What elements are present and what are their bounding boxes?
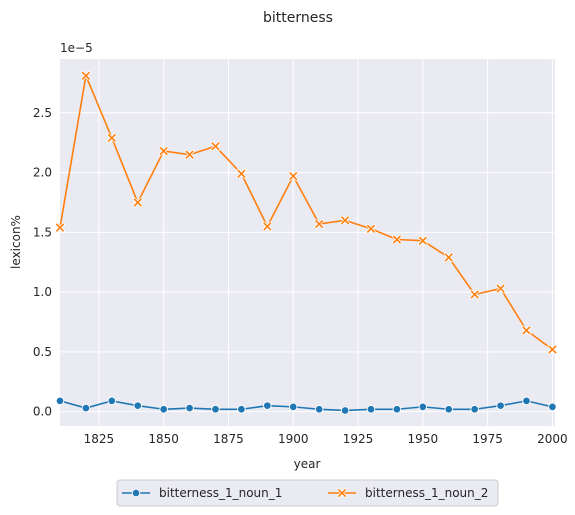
data-point [107, 396, 117, 406]
data-point [263, 401, 272, 410]
data-point [55, 396, 65, 406]
data-point [81, 403, 91, 413]
legend-box [116, 479, 499, 507]
x-axis-ticks: 1825 1850 1875 1900 1925 1950 1975 2000 [84, 432, 568, 446]
data-point [392, 405, 402, 414]
x-tick-label: 1850 [148, 432, 179, 446]
x-tick-label: 1925 [343, 432, 374, 446]
data-point [366, 405, 376, 414]
data-point-stroke [522, 326, 531, 335]
data-point [495, 283, 506, 294]
data-point [55, 222, 65, 233]
data-point [185, 403, 194, 413]
x-axis-label: year [294, 457, 321, 471]
legend-item: bitterness_1_noun_2 [328, 486, 488, 500]
y-axis-offset-label: 1e−5 [60, 41, 93, 55]
data-point [418, 402, 428, 412]
series-bitterness_1_noun_2 [55, 70, 558, 355]
data-point-stroke [496, 284, 505, 293]
data-point [81, 70, 91, 81]
series-layer [55, 70, 558, 415]
data-point-stroke [185, 150, 194, 159]
x-tick-label: 1875 [213, 432, 244, 446]
data-point-stroke [548, 345, 557, 354]
chart-title: bitterness [263, 10, 333, 26]
y-tick-label: 1.5 [33, 225, 52, 239]
data-point [443, 252, 454, 263]
data-point [340, 406, 350, 415]
y-axis-label: lexicon% [9, 215, 23, 269]
data-point [496, 401, 505, 410]
data-point-stroke [470, 290, 479, 299]
data-point [548, 402, 557, 412]
data-point [340, 215, 350, 226]
data-point [133, 401, 142, 410]
data-point [547, 344, 558, 355]
data-point [521, 325, 532, 336]
data-point [262, 221, 273, 232]
data-point [469, 289, 480, 300]
data-point [159, 405, 168, 414]
legend-label: bitterness_1_noun_1 [159, 486, 282, 500]
legend-marker-stroke [338, 489, 346, 497]
data-point-stroke [366, 224, 375, 233]
data-point [314, 219, 324, 229]
y-tick-label: 2.5 [33, 106, 52, 120]
data-point [418, 235, 428, 246]
data-point-stroke [237, 169, 246, 178]
y-tick-label: 0.0 [33, 405, 52, 419]
data-point [366, 223, 376, 234]
y-tick-label: 1.0 [33, 285, 52, 299]
x-tick-label: 1950 [408, 432, 439, 446]
data-point-stroke [133, 198, 142, 207]
x-tick-label: 2000 [537, 432, 568, 446]
y-axis-ticks: 0.0 0.5 1.0 1.5 2.0 2.5 [33, 106, 52, 419]
data-point-stroke [418, 236, 427, 245]
data-point [522, 396, 531, 406]
data-point-stroke [81, 71, 90, 80]
legend-item: bitterness_1_noun_1 [122, 486, 282, 500]
legend-marker [131, 488, 141, 498]
data-point-stroke [263, 222, 272, 231]
data-point-stroke [289, 172, 298, 181]
data-point-stroke [444, 253, 453, 262]
data-point-stroke [392, 235, 401, 244]
data-point-stroke [107, 133, 116, 142]
data-point [210, 141, 221, 152]
x-tick-label: 1975 [472, 432, 503, 446]
data-point [444, 405, 453, 414]
data-point-stroke [315, 219, 324, 228]
y-tick-label: 2.0 [33, 166, 52, 180]
x-tick-label: 1825 [84, 432, 115, 446]
series-line [59, 74, 553, 351]
data-point [236, 168, 247, 179]
series-line [59, 400, 553, 412]
data-point [470, 405, 479, 414]
legend-label: bitterness_1_noun_2 [365, 486, 488, 500]
plot-area [60, 59, 555, 426]
data-point [237, 405, 246, 414]
data-point [288, 171, 299, 181]
data-point-stroke [56, 223, 64, 232]
data-point [314, 405, 324, 414]
series-bitterness_1_noun_1 [55, 396, 557, 415]
x-tick-label: 1900 [278, 432, 309, 446]
y-tick-label: 0.5 [33, 345, 52, 359]
legend-marker [337, 488, 347, 498]
data-point [132, 197, 143, 208]
data-point-stroke [211, 142, 220, 151]
legend: bitterness_1_noun_1 bitterness_1_noun_2 [116, 479, 499, 507]
data-point [211, 405, 220, 414]
data-point [184, 149, 195, 160]
data-point [107, 133, 117, 143]
data-point [158, 146, 169, 156]
data-point [288, 402, 298, 412]
data-point-stroke [341, 216, 350, 225]
data-point [392, 234, 402, 245]
data-point-stroke [159, 147, 168, 156]
